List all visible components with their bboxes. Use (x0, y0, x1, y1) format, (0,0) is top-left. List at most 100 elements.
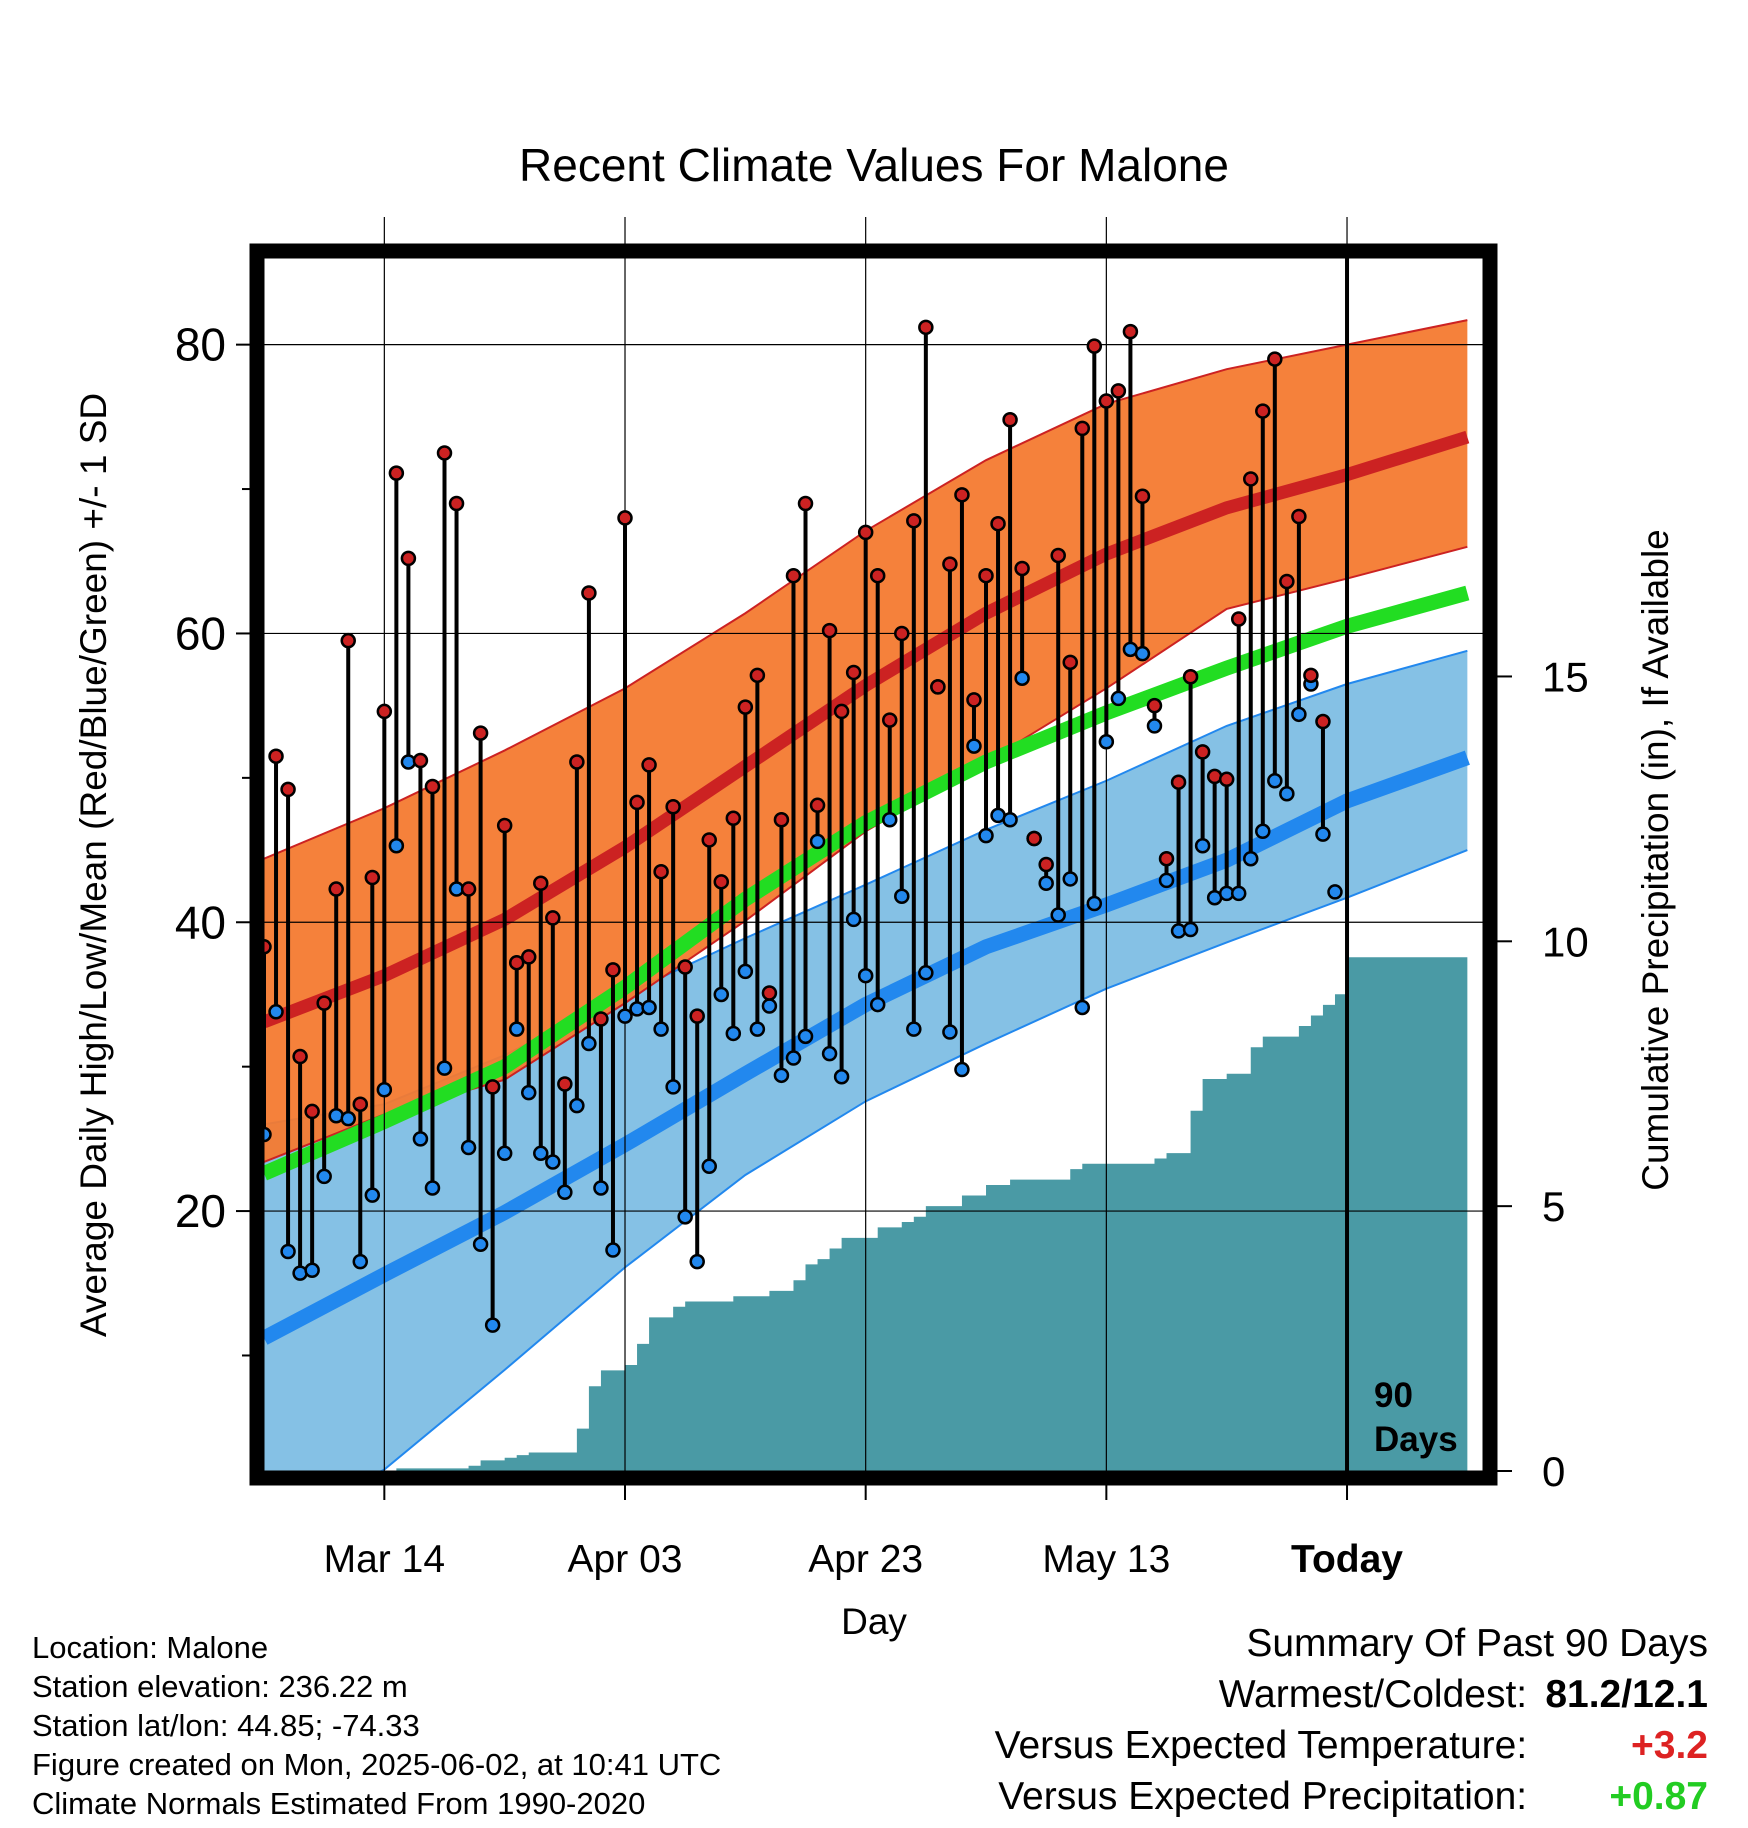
daily-high-point (677, 959, 693, 975)
daily-high-point (304, 1103, 320, 1120)
today-days-label: 90 (1374, 1376, 1413, 1415)
daily-high-point (376, 703, 393, 720)
daily-high-point (761, 985, 778, 1001)
daily-high-point (629, 794, 645, 811)
daily-high-point (930, 679, 946, 695)
daily-low-point (869, 996, 886, 1013)
temp-label: Versus Expected Temperature: (994, 1724, 1528, 1767)
daily-low-point (906, 1021, 922, 1037)
daily-high-point (268, 748, 284, 764)
daily-high-point (773, 811, 790, 828)
daily-low-point (520, 1084, 537, 1101)
y2-tick-label: 5 (1542, 1183, 1565, 1230)
daily-low-point (809, 833, 826, 850)
chart-title: Recent Climate Values For Malone (519, 139, 1229, 191)
daily-high-point (845, 664, 862, 681)
daily-high-point (1062, 654, 1078, 671)
daily-low-point (412, 1131, 429, 1147)
temp-value: +3.2 (1631, 1724, 1708, 1767)
normals-period-text: Climate Normals Estimated From 1990-2020 (32, 1786, 646, 1821)
daily-low-point (1291, 706, 1307, 723)
daily-high-point (569, 754, 585, 770)
daily-low-point (352, 1253, 369, 1270)
daily-low-point (376, 1082, 393, 1098)
daily-high-point (689, 1008, 705, 1024)
daily-low-point (1014, 670, 1030, 686)
daily-high-point (1315, 713, 1331, 730)
daily-low-point (472, 1236, 489, 1253)
daily-low-point (484, 1317, 501, 1333)
daily-high-point (581, 585, 597, 601)
daily-low-point (785, 1050, 802, 1066)
daily-high-point (605, 962, 621, 978)
daily-low-point (978, 827, 994, 844)
daily-high-point (954, 487, 970, 503)
daily-high-point (340, 632, 356, 649)
x-tick-label: Today (1291, 1538, 1403, 1581)
daily-low-point (533, 1145, 549, 1162)
daily-low-point (593, 1180, 609, 1196)
daily-high-point (821, 622, 838, 639)
daily-low-point (545, 1154, 561, 1170)
daily-high-point (520, 949, 537, 965)
daily-low-point (1182, 921, 1199, 938)
temp-row: Versus Expected Temperature: +3.2 (995, 1720, 1708, 1771)
y-tick-label: 60 (175, 607, 226, 659)
daily-high-point (641, 757, 657, 773)
daily-high-point (918, 319, 934, 336)
daily-low-point (1194, 837, 1211, 854)
x-axis-label: Day (841, 1601, 907, 1642)
daily-high-point (400, 550, 417, 567)
daily-high-point (1074, 420, 1091, 437)
daily-high-point (352, 1096, 369, 1112)
daily-high-point (1303, 667, 1319, 684)
daily-low-point (845, 911, 862, 928)
daily-high-point (1146, 697, 1163, 714)
daily-low-point (881, 811, 898, 828)
daily-high-point (617, 510, 633, 526)
daily-low-point (1146, 718, 1163, 734)
station-info: Location: Malone Station elevation: 236.… (32, 1628, 721, 1823)
precip-label: Versus Expected Precipitation: (998, 1775, 1528, 1818)
x-tick-label: May 13 (1042, 1538, 1170, 1581)
daily-low-point (857, 967, 874, 984)
daily-low-point (1267, 772, 1283, 789)
daily-high-point (665, 798, 681, 815)
daily-low-point (1074, 999, 1091, 1016)
daily-high-point (857, 524, 874, 541)
daily-high-point (557, 1076, 573, 1092)
daily-low-point (918, 965, 934, 981)
y2-tick-label: 10 (1542, 918, 1589, 965)
daily-low-point (701, 1158, 717, 1175)
daily-low-point (1086, 895, 1103, 912)
daily-low-point (1038, 875, 1054, 892)
precip-area (264, 957, 1468, 1471)
precip-value: +0.87 (1609, 1775, 1708, 1818)
daily-low-point (713, 986, 730, 1003)
daily-high-point (1158, 850, 1175, 867)
y-axis-label: Average Daily High/Low/Mean (Red/Blue/Gr… (73, 393, 114, 1337)
daily-high-point (328, 881, 344, 897)
daily-low-point (737, 963, 754, 980)
daily-low-point (1230, 885, 1247, 902)
daily-high-point (1086, 338, 1103, 354)
daily-high-point (785, 567, 802, 584)
warm-cold-row: Warmest/Coldest: 81.2/12.1 (995, 1669, 1708, 1720)
plot-frame (249, 243, 1498, 1486)
x-tick-label: Mar 14 (324, 1538, 445, 1581)
daily-low-point (665, 1079, 681, 1095)
daily-high-point (496, 817, 513, 834)
daily-low-point (942, 1024, 958, 1040)
daily-high-point (1243, 471, 1259, 487)
daily-low-point (605, 1242, 621, 1258)
daily-low-point (761, 998, 778, 1014)
daily-high-point (978, 567, 994, 584)
daily-high-point (545, 910, 561, 926)
daily-low-point (1110, 690, 1127, 707)
daily-high-point (833, 703, 850, 720)
daily-low-point (316, 1168, 332, 1185)
daily-high-point (316, 995, 332, 1011)
warm-cold-label: Warmest/Coldest: (1218, 1673, 1528, 1716)
daily-high-point (1134, 488, 1151, 505)
daily-high-point (436, 445, 453, 461)
